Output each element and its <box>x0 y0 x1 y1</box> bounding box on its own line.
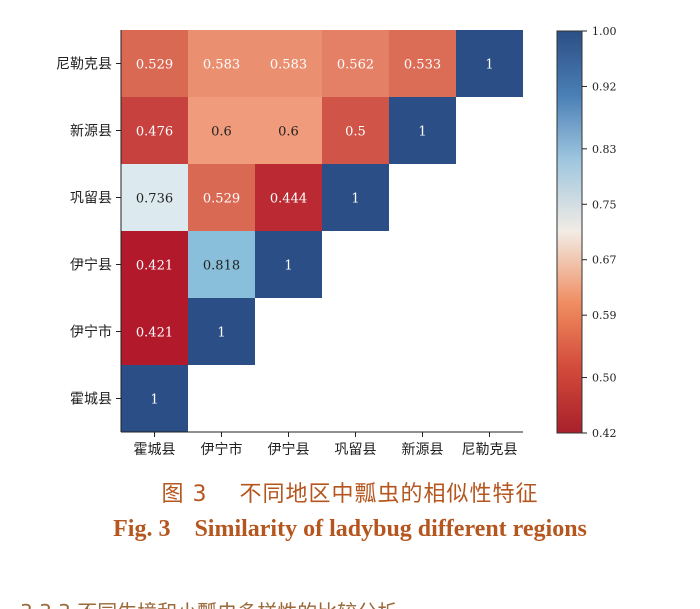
y-tick-label: 巩留县 <box>70 191 112 207</box>
x-tick-label: 新源县 <box>402 442 444 458</box>
cell-value-label: 0.562 <box>337 58 374 73</box>
heatmap-cell <box>322 30 389 97</box>
cell-value-label: 0.421 <box>136 326 173 341</box>
cell-value-label: 0.6 <box>278 125 299 140</box>
cell-value-label: 0.529 <box>136 58 173 73</box>
figure-number-en: Fig. 3 <box>113 516 171 542</box>
colorbar-tick-label: 1.00 <box>592 25 617 38</box>
colorbar-tick-label: 0.92 <box>592 80 617 93</box>
next-section-heading-cropped: 3.3.3 不同生境和小瓢虫多样性的比较分析 <box>20 596 540 609</box>
heatmap-cell <box>188 164 255 231</box>
colorbar-tick-label: 0.50 <box>592 372 617 385</box>
heatmap-cell <box>255 30 322 97</box>
colorbar-gradient <box>556 30 583 434</box>
heatmap-cell <box>121 164 188 231</box>
cell-value-label: 1 <box>485 58 493 73</box>
figure-number-cn: 图 3 <box>161 482 208 507</box>
cell-value-label: 1 <box>351 192 359 207</box>
heatmap-cell <box>389 97 456 164</box>
heatmap-cell <box>255 97 322 164</box>
colorbar-tick-label: 0.75 <box>592 198 617 211</box>
heatmap-cell <box>322 97 389 164</box>
cell-value-label: 0.533 <box>404 58 441 73</box>
cell-value-label: 1 <box>418 125 426 140</box>
heatmap-cell-labels: 0.529 0.583 0.583 0.562 0.533 1 0.476 0.6 0.6 0.5… <box>136 58 494 408</box>
heatmap-cells <box>121 30 523 432</box>
figure-title-cn: 不同地区中瓢虫的相似性特征 <box>239 482 539 507</box>
y-tick-label: 伊宁市 <box>70 324 112 341</box>
cell-value-label: 0.529 <box>203 192 240 207</box>
heatmap-cell <box>255 231 322 298</box>
figure-caption-en: Fig. 3 Similarity of ladybug different r… <box>0 516 700 543</box>
cell-value-label: 0.583 <box>270 58 307 73</box>
heatmap-cell <box>255 164 322 231</box>
next-section-heading-text: 3.3.3 不同生境和小瓢虫多样性的比较分析 <box>20 596 397 609</box>
colorbar-tick-label: 0.67 <box>592 254 617 267</box>
heatmap-cell <box>456 30 523 97</box>
heatmap-cell <box>188 30 255 97</box>
x-tick-label: 巩留县 <box>335 442 377 458</box>
cell-value-label: 0.5 <box>345 125 366 140</box>
x-tick-label: 霍城县 <box>134 442 176 458</box>
colorbar-tick-label: 0.83 <box>592 143 617 156</box>
cell-value-label: 0.421 <box>136 259 173 274</box>
heatmap-cell <box>188 231 255 298</box>
cell-value-label: 0.6 <box>211 125 232 140</box>
x-tick-label: 尼勒克县 <box>462 442 518 458</box>
y-tick-label: 尼勒克县 <box>56 57 112 73</box>
colorbar-tick-label: 0.59 <box>592 309 617 322</box>
cell-value-label: 1 <box>150 393 158 408</box>
heatmap-cell <box>121 231 188 298</box>
x-tick-label: 伊宁市 <box>201 441 243 458</box>
cell-value-label: 0.736 <box>136 192 173 207</box>
cell-value-label: 0.476 <box>136 125 173 140</box>
heatmap-cell <box>121 97 188 164</box>
figure-caption-cn: 图 3 不同地区中瓢虫的相似性特征 <box>0 476 700 508</box>
y-tick-label: 新源县 <box>70 124 112 140</box>
cell-value-label: 0.583 <box>203 58 240 73</box>
y-tick-label: 霍城县 <box>70 392 112 408</box>
colorbar-tick-label: 0.42 <box>592 427 617 440</box>
colorbar: 1.00 0.92 0.83 0.75 0.67 0.59 0.50 0.42 <box>556 25 617 440</box>
cell-value-label: 1 <box>284 259 292 274</box>
cell-value-label: 1 <box>217 326 225 341</box>
x-tick-label: 伊宁县 <box>268 441 310 458</box>
heatmap-cell <box>121 30 188 97</box>
cell-value-label: 0.444 <box>270 192 307 207</box>
heatmap-cell <box>121 365 188 432</box>
heatmap-cell <box>188 97 255 164</box>
heatmap-cell <box>389 30 456 97</box>
heatmap-cell <box>121 298 188 365</box>
heatmap-cell <box>188 298 255 365</box>
heatmap-cell <box>322 164 389 231</box>
figure-title-en: Similarity of ladybug different regions <box>194 516 587 542</box>
cell-value-label: 0.818 <box>203 259 240 274</box>
y-tick-label: 伊宁县 <box>70 257 112 274</box>
